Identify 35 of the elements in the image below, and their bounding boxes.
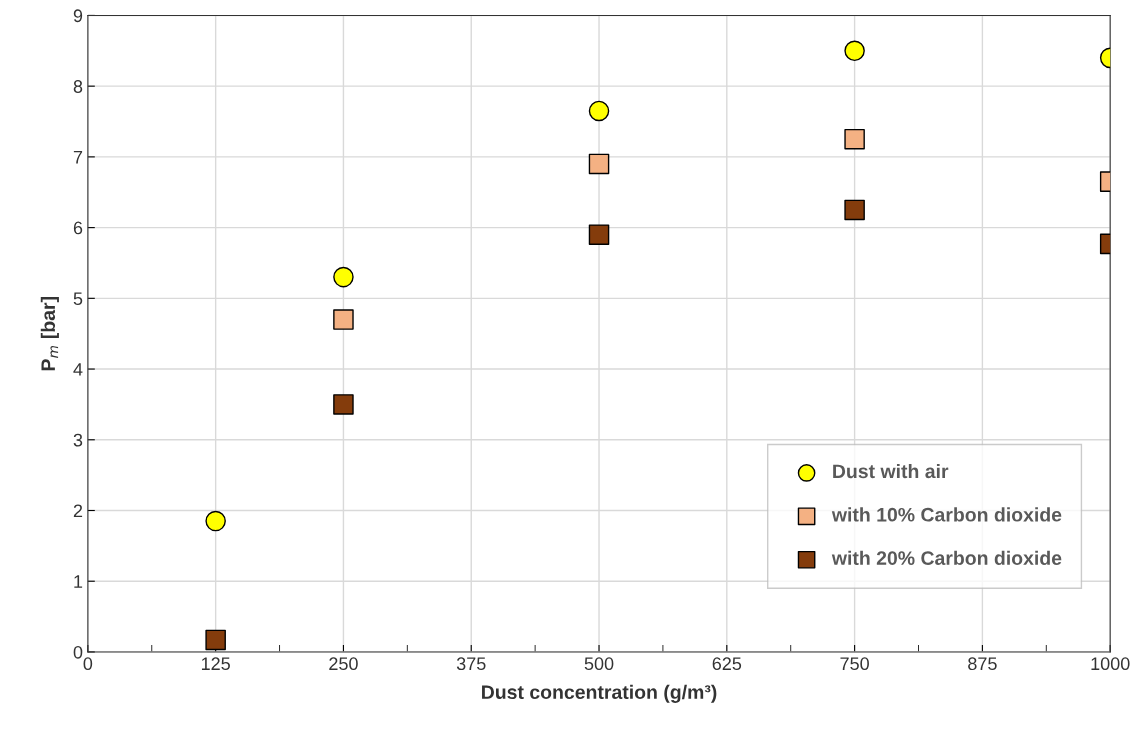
point [844,40,865,62]
y-tick-label: 6 [73,221,83,235]
y-tick-label: 1 [74,575,83,588]
legend-label: with 10% Carbon dioxide [831,507,1062,522]
y-tick-label: 5 [73,292,83,306]
x-tick-label: 750 [840,657,869,671]
y-tick-label: 8 [73,80,83,93]
x-tick-label: 250 [329,657,358,671]
point [588,224,610,245]
point [844,128,865,150]
y-tick-label: 4 [73,363,83,376]
point [205,510,226,532]
y-tick-label: 0 [73,645,83,659]
point [205,629,226,651]
point [333,266,354,288]
x-tick-label: 625 [712,657,742,671]
legend-label: with 20% Carbon dioxide [831,550,1062,566]
x-tick-label: 0 [83,657,93,671]
x-tick-label: 375 [456,657,486,671]
y-tick-label: 2 [73,504,83,518]
point [588,153,610,175]
point [333,309,354,330]
point [333,394,354,415]
legend-label: Dust with air [833,463,949,479]
x-tick-label: 1000 [1091,657,1130,671]
x-tick-label: 875 [968,657,997,671]
point [588,100,610,122]
y-axis-title: P$_{m}$ [bar] [40,297,59,371]
x-tick-label: 125 [201,657,230,671]
x-tick-label: 500 [584,657,614,671]
y-tick-label: 3 [73,433,83,447]
point [844,199,865,221]
y-tick-label: 7 [73,151,83,164]
y-tick-label: 9 [73,9,83,23]
x-axis-title: Dust concentration (g/m³) [482,684,717,703]
